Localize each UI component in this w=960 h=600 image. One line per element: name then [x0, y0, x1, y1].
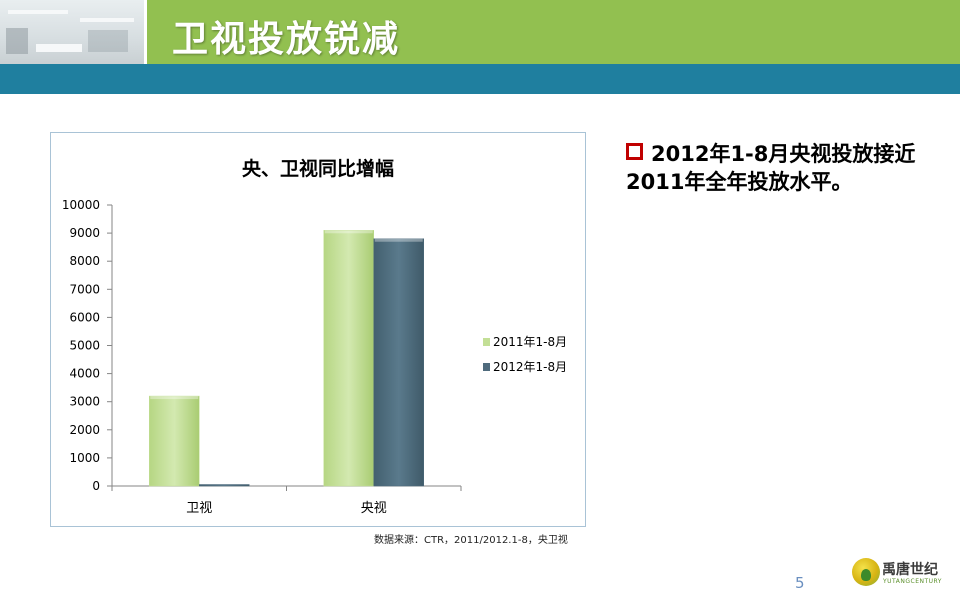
page-number: 5: [795, 574, 805, 592]
company-logo: 禹唐世纪 YUTANGCENTURY: [852, 556, 952, 590]
square-bullet-icon: [626, 143, 643, 160]
y-tick-label: 8000: [69, 254, 100, 268]
bullet-text: 2012年1-8月央视投放接近2011年全年投放水平。: [626, 142, 916, 194]
source-note: 数据来源：CTR，2011/2012.1-8，央卫视: [374, 535, 568, 546]
bar: [373, 238, 424, 487]
bar: [323, 230, 374, 487]
y-tick-label: 3000: [69, 395, 100, 409]
header-bar: 卫视投放锐减: [146, 0, 960, 64]
bar: [149, 395, 200, 487]
chart-frame: 央、卫视同比增幅 0 1000 2000 3000 4000 5000 6000 7000 80…: [50, 132, 586, 527]
bullet-point: 2012年1-8月央视投放接近2011年全年投放水平。: [626, 140, 916, 196]
y-tick-label: 2000: [69, 423, 100, 437]
y-tick-label: 6000: [69, 310, 100, 324]
legend-label: 2011年1-8月: [493, 335, 567, 349]
logo-mark-icon: [852, 558, 880, 586]
y-tick-label: 9000: [69, 226, 100, 240]
bar-highlight: [374, 238, 423, 242]
x-tick-label: 央视: [361, 501, 387, 516]
page-title: 卫视投放锐减: [172, 19, 401, 60]
legend-swatch: [483, 363, 490, 371]
y-tick-label: 4000: [69, 367, 100, 381]
legend-swatch: [483, 338, 490, 346]
y-tick-label: 1000: [69, 451, 100, 465]
y-tick-label: 0: [92, 479, 100, 493]
logo-name: 禹唐世纪: [882, 562, 938, 578]
bar-highlight: [324, 230, 373, 234]
y-tick-label: 7000: [69, 282, 100, 296]
bar-chart: 央、卫视同比增幅 0 1000 2000 3000 4000 5000 6000 7000 80…: [62, 157, 567, 516]
chart-title: 央、卫视同比增幅: [242, 157, 394, 180]
header-photo: [0, 0, 146, 64]
bar-highlight: [150, 396, 199, 400]
header-stripe: [0, 64, 960, 94]
header-divider: [144, 0, 147, 64]
logo-subtitle: YUTANGCENTURY: [883, 578, 942, 585]
bar: [199, 484, 250, 487]
y-tick-label: 5000: [69, 339, 100, 353]
y-tick-label: 10000: [62, 198, 100, 212]
legend-label: 2012年1-8月: [493, 360, 567, 374]
x-tick-label: 卫视: [186, 501, 212, 516]
